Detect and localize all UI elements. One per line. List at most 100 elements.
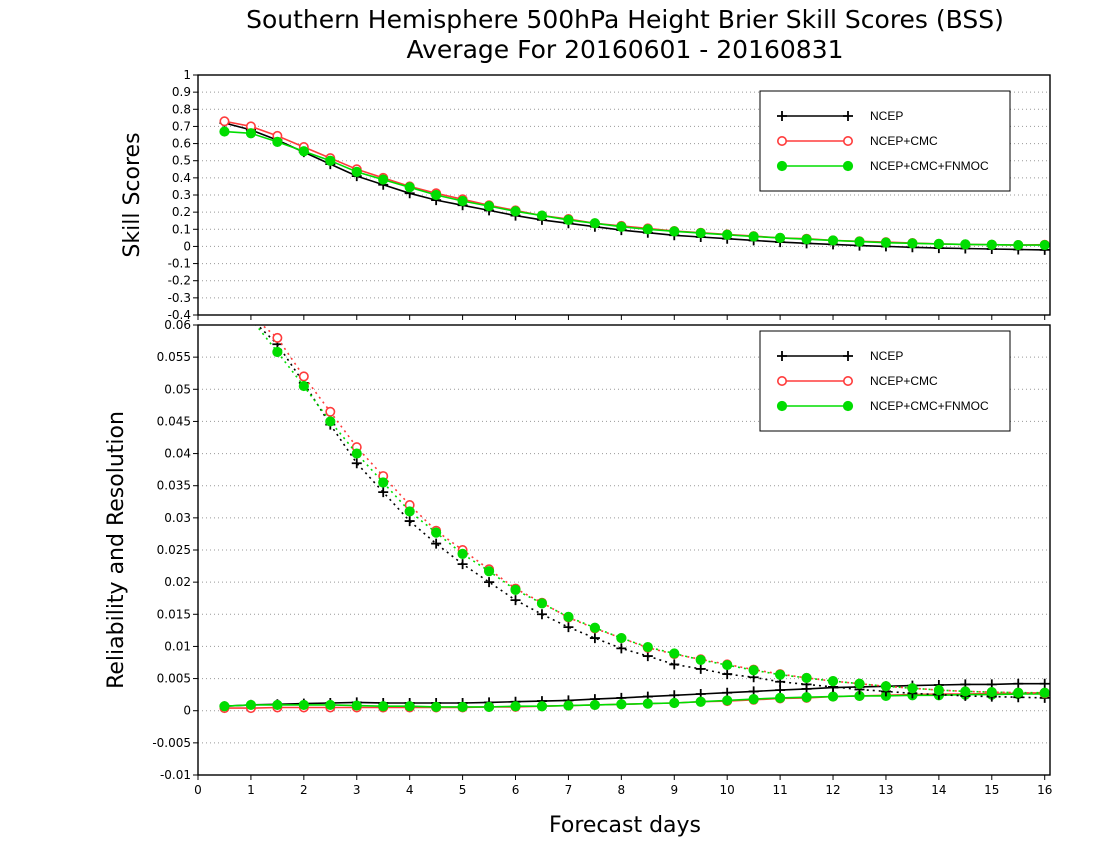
data-point-ncep-cmc-fnmoc <box>616 221 627 232</box>
data-point-ncep-cmc-fnmoc <box>563 214 574 225</box>
data-point-ncep-cmc-fnmoc <box>722 229 733 240</box>
data-point-ncep-cmc-fnmoc <box>669 226 680 237</box>
data-point-ncep-cmc-fnmoc <box>298 380 309 392</box>
data-point-ncep-cmc-fnmoc <box>404 506 415 517</box>
y-tick-label: -0.005 <box>152 736 191 750</box>
x-tick-label: 0 <box>194 783 202 797</box>
data-point-ncep-cmc-fnmoc <box>431 189 442 201</box>
data-point-ncep-cmc-fnmoc <box>1013 687 1024 698</box>
y-tick-label: -0.1 <box>168 257 191 271</box>
x-tick-label: 9 <box>670 783 678 797</box>
x-tick-label: 8 <box>618 783 626 797</box>
bottom-y-axis-label: Reliability and Resolution <box>104 411 129 689</box>
legend-marker-ncep <box>777 351 787 361</box>
legend-marker-ncep-cmc-fnmoc <box>842 400 854 412</box>
y-tick-label: 0.3 <box>172 188 191 202</box>
data-point-ncep-cmc-fnmoc <box>351 448 362 459</box>
series-line-ncep-cmc-fnmoc-reliability <box>224 693 1045 708</box>
legend-label-ncep: NCEP <box>870 109 903 123</box>
x-tick-label: 14 <box>931 783 946 797</box>
data-point-ncep-cmc-fnmoc <box>272 346 283 358</box>
legend-marker-ncep-cmc <box>842 375 853 386</box>
data-point-ncep-cmc-fnmoc <box>695 696 706 707</box>
legend-marker-ncep <box>843 111 853 121</box>
data-point-ncep-cmc-fnmoc <box>325 416 336 427</box>
series-line-ncep-cmc-fnmoc-resolution <box>254 325 1045 694</box>
y-tick-label: 0.8 <box>172 102 191 116</box>
data-point-ncep-cmc-fnmoc <box>986 686 997 698</box>
data-point-ncep-cmc-fnmoc <box>748 231 759 242</box>
data-point-ncep-cmc-fnmoc <box>827 691 839 702</box>
data-point-ncep-cmc-fnmoc <box>483 701 495 712</box>
data-point-ncep <box>219 301 229 311</box>
data-point-ncep-cmc-fnmoc <box>880 237 892 248</box>
legend-marker-ncep <box>843 351 853 361</box>
data-point-ncep-cmc-fnmoc <box>457 701 468 712</box>
data-point-ncep <box>1013 678 1024 689</box>
data-point-ncep-cmc-fnmoc <box>827 676 839 687</box>
data-point-ncep <box>457 559 468 570</box>
data-point-ncep <box>378 487 389 498</box>
data-point-ncep-cmc-fnmoc <box>219 701 230 712</box>
y-tick-label: -0.2 <box>168 274 191 288</box>
data-point-ncep-cmc-fnmoc <box>775 692 786 703</box>
x-tick-label: 15 <box>984 783 999 797</box>
data-point-ncep-cmc-fnmoc <box>536 210 548 221</box>
x-tick-label: 6 <box>512 783 520 797</box>
x-tick-label: 5 <box>459 783 467 797</box>
data-point-ncep-cmc-fnmoc <box>880 681 892 692</box>
top-y-axis-label: Skill Scores <box>120 132 145 257</box>
data-point-ncep <box>695 663 706 674</box>
data-point-ncep-cmc-fnmoc <box>457 548 468 559</box>
data-point-ncep-cmc-fnmoc <box>616 699 627 710</box>
data-point-ncep <box>484 577 495 588</box>
data-point-ncep-cmc-fnmoc <box>748 665 759 676</box>
y-tick-label: 0.9 <box>172 85 191 99</box>
data-point-ncep <box>351 458 362 469</box>
data-point-ncep-cmc-fnmoc <box>907 238 918 249</box>
y-tick-label: 0 <box>183 704 191 718</box>
y-tick-label: 0.2 <box>172 205 191 219</box>
x-tick-label: 3 <box>353 783 361 797</box>
legend-label-ncep-cmc-fnmoc: NCEP+CMC+FNMOC <box>870 399 989 413</box>
data-point-ncep-cmc <box>325 406 336 417</box>
data-point-ncep-cmc-fnmoc <box>563 611 574 622</box>
data-point-ncep <box>510 595 521 606</box>
data-point-ncep-cmc-fnmoc <box>986 239 997 250</box>
y-tick-label: 0.7 <box>172 119 191 133</box>
y-tick-label: 0.4 <box>172 171 191 185</box>
y-tick-label: 0.6 <box>172 137 191 151</box>
data-point-ncep-cmc-fnmoc <box>854 678 865 689</box>
data-point-ncep-cmc-fnmoc <box>325 699 336 711</box>
data-point-ncep-cmc-fnmoc <box>510 701 521 712</box>
x-tick-label: 10 <box>720 783 735 797</box>
data-point-ncep-cmc-fnmoc <box>669 697 680 709</box>
plot-area <box>219 116 1050 255</box>
y-tick-label: 0.03 <box>164 511 191 525</box>
data-point-ncep-cmc-fnmoc <box>589 622 600 633</box>
legend-label-ncep-cmc: NCEP+CMC <box>870 134 938 148</box>
legend-label-ncep: NCEP <box>870 349 903 363</box>
y-tick-label: -0.3 <box>168 291 191 305</box>
data-point-ncep-cmc <box>220 295 228 303</box>
data-point-ncep-cmc-fnmoc <box>220 301 229 310</box>
x-tick-label: 2 <box>300 783 308 797</box>
skill-score-panel: -0.4 -0.3 -0.2 -0.1 0 0.1 0.2 0.3 0.4 0.5 0.6 0.7 0.… <box>168 68 1051 322</box>
y-tick-label: 0.06 <box>164 318 191 332</box>
y-tick-label: -0.4 <box>168 308 191 322</box>
data-point-ncep <box>404 516 415 527</box>
data-point-ncep-cmc-fnmoc <box>483 566 495 577</box>
data-point-ncep-cmc-fnmoc <box>219 126 230 137</box>
y-tick-label: 0.1 <box>172 222 191 236</box>
reliability-resolution-panel: -0.01 -0.005 0 0.005 0.01 0.015 0.02 0.025 0.03 0… <box>152 295 1052 797</box>
data-point-ncep-cmc-fnmoc <box>722 659 733 671</box>
data-point-ncep-cmc-fnmoc <box>960 239 971 250</box>
x-tick-label: 12 <box>825 783 840 797</box>
data-point-ncep-cmc-fnmoc <box>510 206 521 217</box>
legend-marker-ncep-cmc-fnmoc <box>842 160 854 172</box>
data-point-ncep-cmc-fnmoc <box>669 648 680 659</box>
y-tick-label: 0.015 <box>157 607 191 621</box>
legend-marker-ncep-cmc <box>842 136 853 147</box>
data-point-ncep-cmc-fnmoc <box>536 701 548 712</box>
data-point-ncep-cmc-fnmoc <box>483 201 495 212</box>
